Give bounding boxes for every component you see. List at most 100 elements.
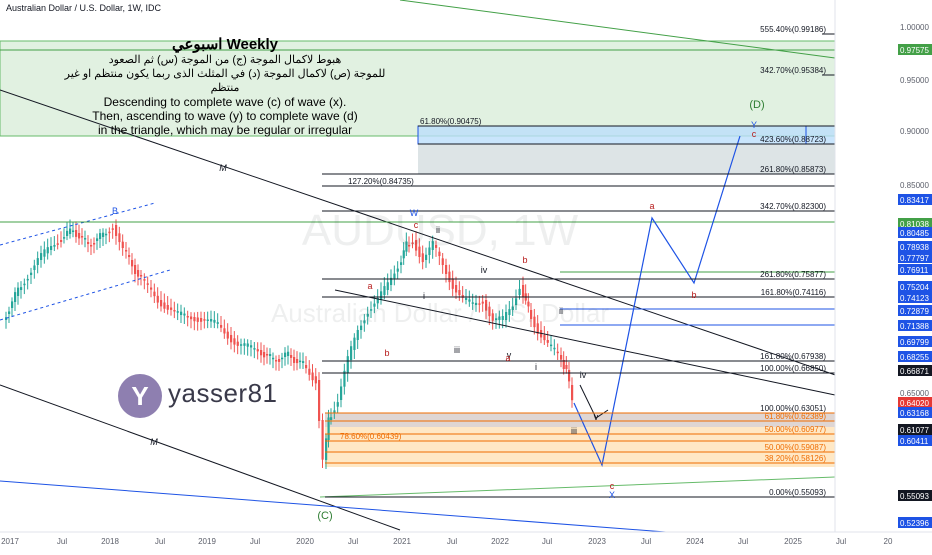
candle-body [93, 243, 96, 245]
candle-body [140, 275, 143, 277]
grey-target-box [418, 144, 835, 174]
price-label-text: 0.72879 [900, 307, 929, 316]
candle-body [53, 245, 56, 247]
candle-body [46, 247, 49, 254]
candle-body [562, 360, 565, 369]
fib-level-label: 161.80%(0.74116) [761, 288, 827, 297]
wave-label: B [112, 206, 118, 216]
candle-body [333, 410, 336, 414]
price-label-text: 0.80485 [900, 229, 929, 238]
candle-body [196, 317, 199, 322]
candle-body [370, 309, 373, 311]
fib-level-label: 100.00%(0.63051) [760, 404, 826, 413]
green-upper-line [399, 0, 836, 59]
candle-body [448, 271, 451, 283]
x-tick-label: 2018 [101, 537, 119, 546]
wave-label: ii [559, 306, 563, 316]
candle-body [150, 287, 153, 290]
fib-level-label: 50.00%(0.59087) [765, 443, 827, 452]
fib-level-label: 50.00%(0.60977) [765, 425, 827, 434]
price-label-bg [898, 292, 932, 303]
wave-label: v [594, 412, 599, 422]
candle-body [498, 316, 501, 320]
author-name: yasser81 [168, 378, 278, 408]
note-line-arabic-2: للموجة (ص) لاكمال الموجة (د) في المثلث ا… [64, 68, 386, 94]
fib-level-label: 78.60%(0.60439) [340, 432, 402, 441]
fib-levels-layer: 555.40%(0.99186) 342.70%(0.95384) 61.80%(0… [322, 25, 835, 498]
price-label-text: 0.74123 [900, 294, 929, 303]
candle-body [553, 347, 556, 350]
note-line-arabic-1: هبوط لاكمال الموجة (ج) من الموجة (س) ثم … [108, 54, 342, 66]
candle-body [72, 230, 75, 232]
candle-body [560, 355, 563, 360]
candle-body [87, 242, 90, 245]
candle-body [263, 352, 266, 358]
price-label-text: 0.61077 [900, 426, 929, 435]
candle-body [166, 305, 169, 310]
candle-body [210, 319, 213, 322]
candle-body [43, 249, 46, 257]
candle-body [445, 265, 448, 275]
y-tick-label: 0.95000 [900, 76, 929, 85]
candle-body [296, 359, 299, 364]
candle-body [340, 386, 343, 400]
fib-level-label: 161.80%(0.67938) [760, 352, 826, 361]
watermark-name: Australian Dollar / U.S. Dollar [271, 298, 609, 328]
candle-body [275, 360, 278, 362]
x-tick-label: Jul [57, 537, 67, 546]
candle-body [343, 370, 346, 387]
price-label-text: 0.60411 [900, 437, 929, 446]
candle-body [522, 285, 525, 298]
fib-level-label: 100.00%(0.66850) [760, 364, 826, 373]
candle-body [137, 270, 140, 277]
candle-body [495, 318, 498, 320]
price-label-text: 0.64020 [900, 399, 929, 408]
wave-label: iv [481, 265, 488, 275]
candle-body [243, 343, 246, 346]
wave-label: i [535, 362, 537, 372]
orange-zone [325, 427, 835, 467]
price-label-text: 0.55093 [900, 492, 929, 501]
candle-body [461, 295, 464, 298]
candle-body [125, 250, 128, 252]
candle-body [278, 359, 281, 362]
wave-label: Y [751, 120, 757, 130]
price-label-bg [898, 351, 932, 362]
price-label-bg [898, 320, 932, 331]
candle-body [421, 253, 424, 263]
candle-body [186, 316, 189, 318]
projected-path-blue [573, 135, 741, 467]
drawings-layer [0, 0, 851, 546]
x-tick-label: Jul [447, 537, 457, 546]
candle-body [325, 438, 328, 460]
candle-body [383, 286, 386, 295]
candle-body [431, 241, 434, 250]
fib-level-label: 555.40%(0.99186) [760, 25, 826, 34]
trendline-lower-black [0, 384, 401, 531]
y-tick-label: 0.85000 [900, 181, 929, 190]
candle-body [102, 232, 105, 237]
price-label-text: 0.81038 [900, 220, 929, 229]
candle-body [240, 344, 243, 346]
candle-body [50, 245, 53, 250]
candle-body [90, 245, 93, 247]
fib-level-label: 61.80%(0.90475) [420, 117, 482, 126]
candle-body [485, 300, 488, 311]
candle-body [216, 322, 219, 324]
candle-body [455, 285, 458, 293]
candle-body [173, 310, 176, 312]
candle-body [66, 230, 69, 236]
candle-body [128, 255, 131, 258]
fib-level-label: 423.60%(0.88723) [760, 135, 826, 144]
price-label-text: 0.83417 [900, 196, 929, 205]
candle-body [190, 316, 193, 320]
candle-body [346, 356, 349, 374]
candle-body [299, 360, 302, 363]
brown-zone [325, 413, 835, 427]
candle-body [533, 316, 536, 328]
candle-body [402, 250, 405, 259]
price-label-text: 0.75204 [900, 283, 929, 292]
y-tick-label: 0.65000 [900, 389, 929, 398]
author-avatar: Y [118, 374, 162, 418]
